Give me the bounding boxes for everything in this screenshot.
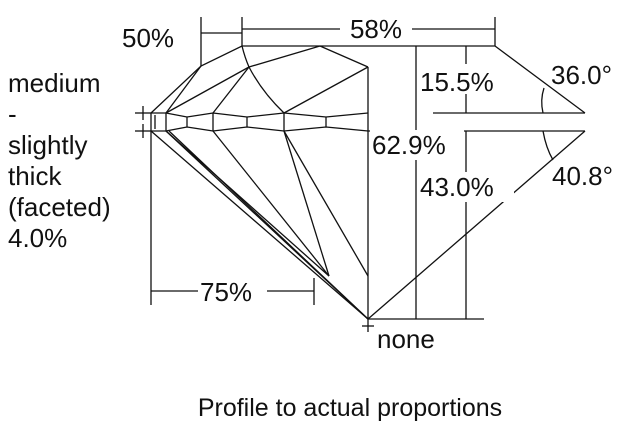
pavilion-angle-label: 40.8° bbox=[552, 161, 613, 191]
lower-girdle-label: 75% bbox=[200, 277, 252, 307]
total-depth-label: 62.9% bbox=[372, 130, 446, 160]
table-label: 58% bbox=[350, 14, 402, 44]
girdle-label-line: medium bbox=[8, 68, 100, 98]
caption: Profile to actual proportions bbox=[198, 394, 502, 422]
dimension-lines bbox=[150, 17, 496, 320]
pavilion-depth-label: 43.0% bbox=[420, 172, 494, 202]
girdle-label-line: slightly bbox=[8, 130, 87, 160]
girdle-label: medium - slightly thick (faceted) 4.0% bbox=[8, 68, 111, 253]
girdle-label-line: 4.0% bbox=[8, 223, 67, 253]
girdle-label-line: thick bbox=[8, 161, 62, 191]
lower-half-label: 50% bbox=[122, 23, 174, 53]
culet-label: none bbox=[377, 324, 435, 354]
crown-angle-label: 36.0° bbox=[551, 60, 612, 90]
girdle-label-line: - bbox=[8, 99, 17, 129]
girdle-label-line: (faceted) bbox=[8, 192, 111, 222]
diamond-outline bbox=[135, 45, 586, 332]
crown-height-label: 15.5% bbox=[420, 67, 494, 97]
